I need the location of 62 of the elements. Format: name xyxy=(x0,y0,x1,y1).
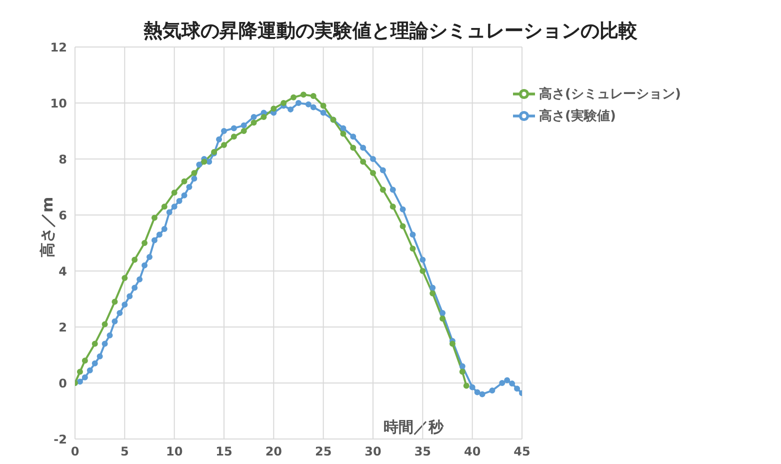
point xyxy=(122,275,128,281)
point xyxy=(320,102,326,109)
legend-label: 高さ(実験値) xyxy=(539,109,616,124)
point xyxy=(449,340,456,347)
point xyxy=(290,94,297,100)
legend-label: 高さ(シミュレーション) xyxy=(539,87,681,102)
point xyxy=(463,382,470,389)
y-tick-label: -2 xyxy=(54,432,67,446)
point xyxy=(76,368,83,375)
y-tick-label: 6 xyxy=(58,208,67,222)
x-tick-label: 30 xyxy=(364,444,382,459)
point xyxy=(410,246,416,252)
point xyxy=(171,190,178,196)
point xyxy=(340,130,346,137)
point xyxy=(390,204,396,210)
point xyxy=(459,368,466,375)
y-tick-label: 2 xyxy=(58,320,67,334)
point xyxy=(250,120,257,126)
point xyxy=(221,142,227,148)
x-tick-label: 25 xyxy=(314,444,332,459)
point xyxy=(280,100,287,106)
point xyxy=(82,358,88,364)
y-tick-label: 8 xyxy=(58,152,67,166)
point xyxy=(142,240,148,246)
x-tick-label: 5 xyxy=(120,444,129,459)
y-tick-label: 10 xyxy=(50,96,67,110)
point xyxy=(430,290,436,296)
point xyxy=(181,178,188,184)
x-tick-label: 0 xyxy=(70,444,80,459)
x-axis-title: 時間／秒 xyxy=(382,418,445,437)
point xyxy=(201,158,208,165)
point xyxy=(400,223,406,230)
point xyxy=(370,170,376,176)
point xyxy=(240,128,247,134)
point xyxy=(440,316,446,322)
chart-title: 熱気球の昇降運動の実験値と理論シミュレーションの比較 xyxy=(144,20,638,42)
x-tick-label: 20 xyxy=(265,444,282,459)
point xyxy=(102,321,108,328)
point xyxy=(161,204,168,210)
point xyxy=(380,186,386,193)
point xyxy=(112,298,118,305)
y-tick-label: 4 xyxy=(58,264,67,278)
point xyxy=(151,214,158,221)
point xyxy=(310,93,316,99)
x-tick-label: 15 xyxy=(216,444,232,459)
x-tick-label: 10 xyxy=(166,444,183,459)
point xyxy=(230,134,237,140)
point xyxy=(270,106,277,112)
y-tick-label: 0 xyxy=(58,376,67,390)
x-tick-label: 45 xyxy=(514,444,530,459)
point xyxy=(260,114,267,120)
y-tick-label: 12 xyxy=(50,40,67,54)
point xyxy=(420,268,426,274)
x-tick-label: 40 xyxy=(464,444,481,459)
point xyxy=(360,158,366,165)
point xyxy=(132,256,138,263)
point xyxy=(92,340,98,347)
point xyxy=(191,170,198,176)
x-tick-label: 35 xyxy=(414,444,432,459)
point xyxy=(350,144,356,151)
point xyxy=(300,92,306,98)
y-axis-title: 高さ／m xyxy=(38,196,58,258)
